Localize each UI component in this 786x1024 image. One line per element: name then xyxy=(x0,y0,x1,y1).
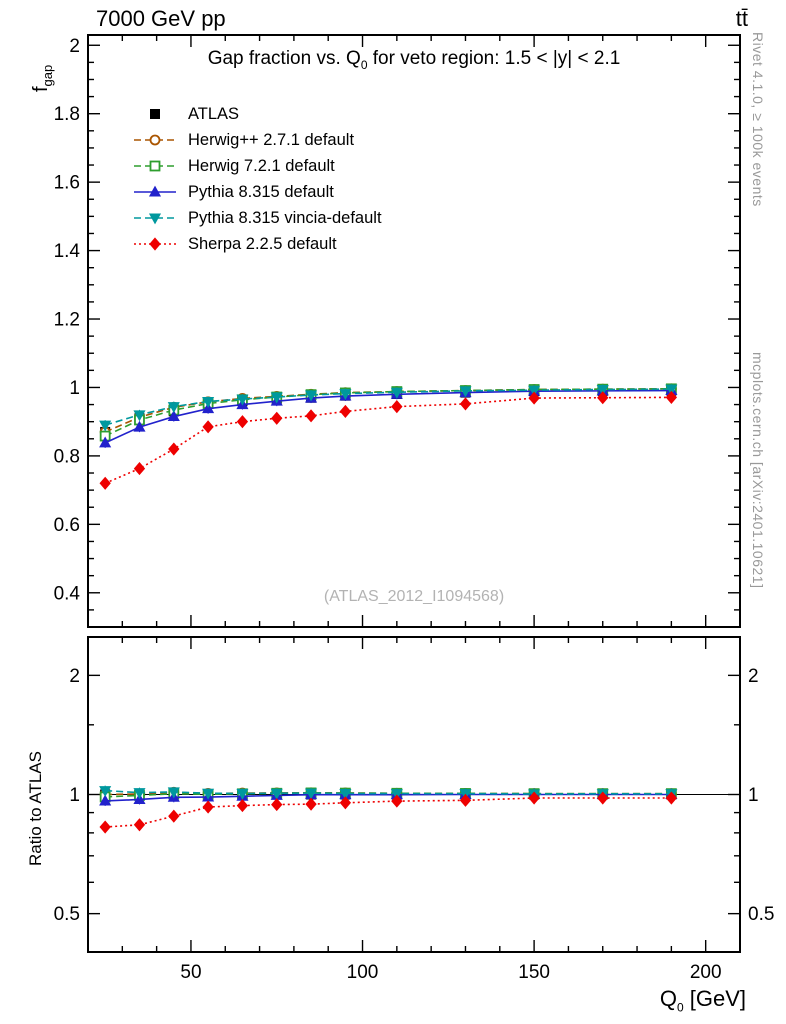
legend-label-herwig-2-7-1-default: Herwig++ 2.7.1 default xyxy=(188,130,355,149)
main-panel-frame xyxy=(87,34,741,628)
main-y-tick-label: 0.4 xyxy=(54,583,81,604)
main-y-tick-label: 0.8 xyxy=(54,446,80,467)
main-series-pythia-8-315-default xyxy=(99,384,678,448)
x-axis-label: Q0 [GeV] xyxy=(660,986,746,1014)
legend-item-pythia-8-315-vincia-default: Pythia 8.315 vincia-default xyxy=(132,205,382,231)
ratio-series-sherpa-2-2-5-default xyxy=(99,791,678,834)
legend-label-sherpa-2-2-5-default: Sherpa 2.2.5 default xyxy=(188,234,337,253)
ratio-y-tick-label: 2 xyxy=(69,666,80,687)
legend-marker-herwig-2-7-1-default xyxy=(134,134,176,146)
rivet-version-note: Rivet 4.1.0, ≥ 100k events xyxy=(750,32,766,207)
legend-label-atlas: ATLAS xyxy=(188,104,240,123)
axis-ticks xyxy=(87,35,741,953)
main-series-pythia-8-315-vincia-default xyxy=(99,384,678,432)
legend-marker-pythia-8-315-vincia-default xyxy=(134,213,176,225)
legend-marker-sherpa-2-2-5-default xyxy=(134,237,176,251)
legend-item-pythia-8-315-default: Pythia 8.315 default xyxy=(132,179,382,205)
main-y-tick-label: 1.8 xyxy=(54,104,80,125)
ratio-axis-label: Ratio to ATLAS xyxy=(26,751,45,866)
legend-marker-pythia-8-315-default xyxy=(134,185,176,197)
main-y-tick-label: 1.2 xyxy=(54,310,80,331)
process-label: tt̄ xyxy=(735,6,748,31)
y-axis-label: fgap xyxy=(30,65,55,92)
axis-tick-labels: 50 100 150 200 0.4 0.6 0.8 1 1.2 1.4 1.6 1.8 2 0.5 0.5… xyxy=(54,36,775,983)
y-axis-label-pre: f xyxy=(30,86,52,92)
ratio-y-tick-label-right: 2 xyxy=(748,666,759,687)
x-axis-label-pre: Q xyxy=(659,986,677,1011)
x-tick-label: 200 xyxy=(690,962,722,983)
x-tick-label: 100 xyxy=(347,962,379,983)
main-y-tick-label: 2 xyxy=(69,36,80,57)
legend-label-pythia-8-315-default: Pythia 8.315 default xyxy=(188,182,334,201)
main-y-tick-label: 1 xyxy=(69,378,80,399)
plot-title-pre: Gap fraction vs. Q xyxy=(207,48,361,69)
x-tick-label: 150 xyxy=(518,962,550,983)
legend-item-atlas: ATLAS xyxy=(132,101,382,127)
main-y-tick-label: 0.6 xyxy=(54,515,80,536)
legend-item-herwig-7-2-1-default: Herwig 7.2.1 default xyxy=(132,153,382,179)
ratio-y-tick-label-right: 0.5 xyxy=(748,904,774,925)
plot-title: Gap fraction vs. Q0 for veto region: 1.5… xyxy=(88,48,740,72)
ratio-y-tick-label-right: 1 xyxy=(748,785,759,806)
ratio-y-tick-label: 1 xyxy=(69,785,80,806)
main-y-tick-label: 1.4 xyxy=(54,241,81,262)
beam-energy-label: 7000 GeV pp xyxy=(96,6,226,31)
legend-marker-herwig-7-2-1-default xyxy=(134,160,176,172)
legend-label-pythia-8-315-vincia-default: Pythia 8.315 vincia-default xyxy=(188,208,382,227)
legend-marker-atlas xyxy=(150,109,160,119)
y-axis-label-sub: gap xyxy=(40,64,55,87)
plot-title-post: for veto region: 1.5 < |y| < 2.1 xyxy=(367,48,621,69)
legend-item-sherpa-2-2-5-default: Sherpa 2.2.5 default xyxy=(132,231,382,257)
legend: ATLAS Herwig++ 2.7.1 default Herwig 7.2.1 … xyxy=(132,101,382,257)
legend-item-herwig-2-7-1-default: Herwig++ 2.7.1 default xyxy=(132,127,382,153)
x-tick-label: 50 xyxy=(180,962,201,983)
legend-label-herwig-7-2-1-default: Herwig 7.2.1 default xyxy=(188,156,335,175)
main-series-sherpa-2-2-5-default xyxy=(99,390,678,490)
plot-title-sub: 0 xyxy=(360,57,368,72)
x-axis-label-post: [GeV] xyxy=(683,986,746,1011)
mcplots-note: mcplots.cern.ch [arXiv:2401.10621] xyxy=(750,352,766,589)
watermark: (ATLAS_2012_I1094568) xyxy=(323,588,505,605)
main-y-tick-label: 1.6 xyxy=(54,173,80,194)
ratio-y-tick-label: 0.5 xyxy=(54,904,80,925)
x-axis-label-sub: 0 xyxy=(676,1000,684,1015)
